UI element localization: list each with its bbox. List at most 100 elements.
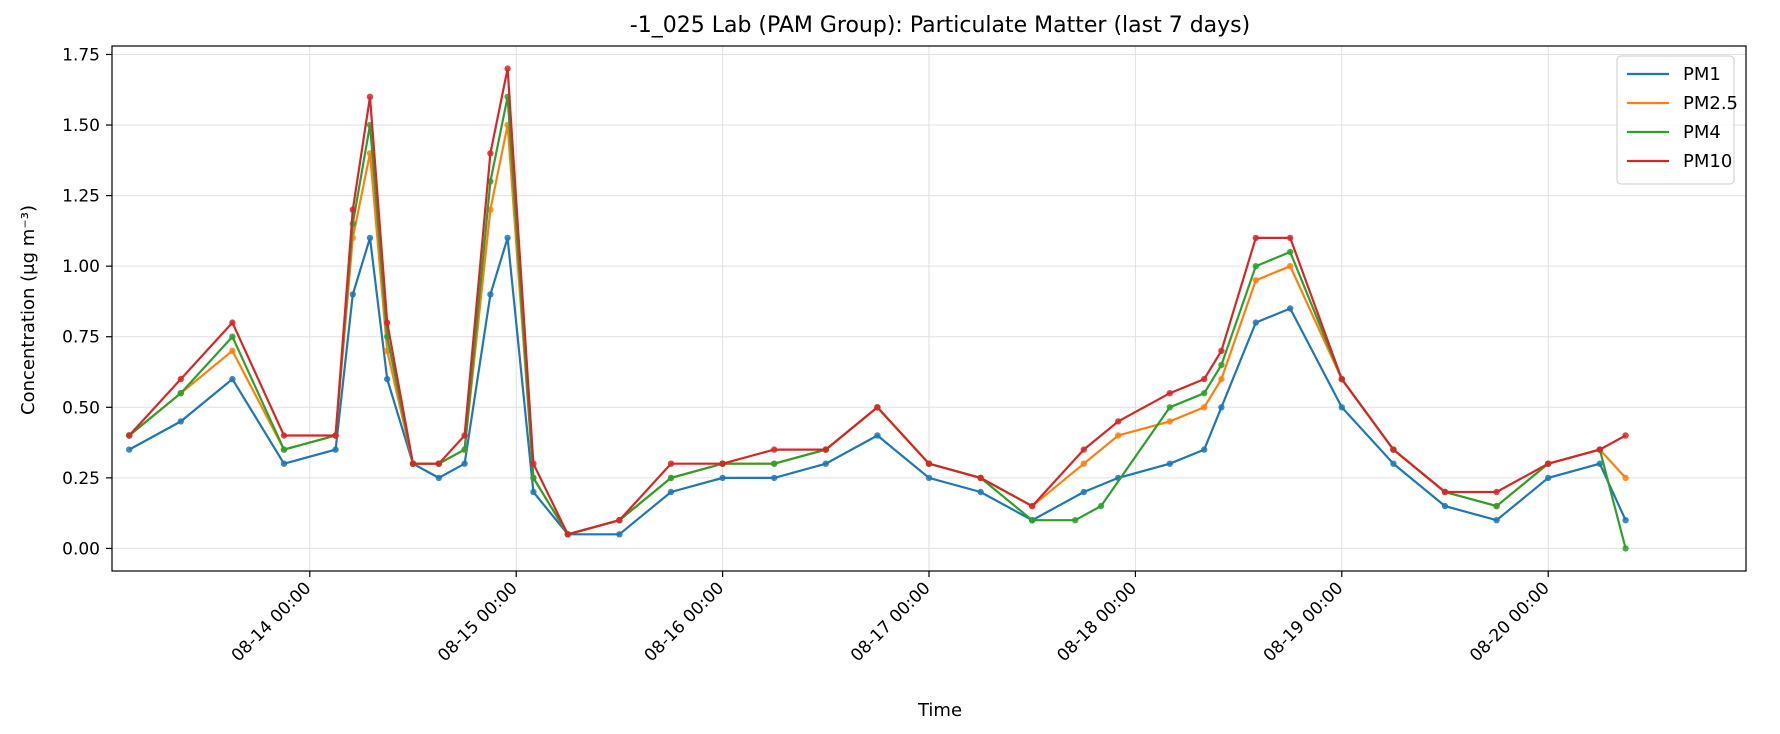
legend-label: PM4 [1683,122,1721,143]
series-layer [126,65,1629,552]
data-point [1029,517,1036,524]
data-point [1252,277,1260,284]
data-point [1287,263,1294,270]
data-point [1080,446,1088,453]
data-point [1622,517,1629,524]
x-axis-label: Time [917,700,962,721]
data-point [1596,460,1604,467]
data-point [1622,474,1629,482]
legend-label: PM10 [1683,151,1732,172]
data-point [126,446,133,453]
data-point [771,460,778,467]
data-point [616,517,623,524]
data-point [1493,517,1500,524]
legend-item: PM10 [1627,151,1732,172]
data-point [874,404,881,411]
data-point [1115,432,1122,439]
data-point [1166,460,1174,467]
data-point [1166,390,1174,397]
legend-item: PM4 [1627,122,1721,143]
data-point [177,418,184,425]
data-point [1072,517,1079,524]
data-point [1218,375,1225,383]
data-point [366,234,374,242]
data-point [530,474,537,482]
data-point [977,474,984,482]
data-point [822,446,829,453]
data-point [771,474,778,482]
data-point [280,432,288,439]
data-point [435,474,442,482]
data-point [667,460,675,467]
data-point [1545,474,1552,482]
data-point [177,390,184,397]
data-point [1029,502,1036,510]
data-point [771,446,778,453]
data-point [1338,404,1346,411]
data-point [667,474,675,482]
series-pm10 [126,65,1629,538]
legend: PM1 PM2.5 PM4 PM10 [1616,55,1738,185]
data-point [1218,361,1225,369]
y-tick-label: 1.75 [62,45,100,65]
data-point [487,291,494,298]
data-point [229,375,236,383]
data-point [1201,446,1208,453]
data-point [280,446,288,453]
y-tick-label: 0.75 [62,328,100,348]
data-point [461,460,468,467]
data-point [1252,234,1260,242]
data-point [1252,263,1260,270]
data-point [1252,319,1260,326]
data-point [1441,488,1449,496]
data-point [366,93,374,101]
data-point [229,347,236,354]
data-point [719,474,726,482]
data-point [530,460,537,467]
data-point [530,488,537,496]
y-tick-label: 0.50 [62,398,100,418]
data-point [349,206,356,213]
data-point [1218,404,1225,411]
data-point [1115,418,1122,425]
data-point [177,375,184,383]
chart-title: -1_025 Lab (PAM Group): Particulate Matt… [630,13,1250,38]
data-point [1493,488,1500,496]
data-point [1287,248,1294,256]
data-point [822,460,829,467]
data-point [349,291,356,298]
y-axis-label: Concentration (μg m⁻³) [18,205,39,415]
data-point [1218,347,1225,354]
data-point [461,432,468,439]
y-tick-label: 1.00 [62,257,100,277]
legend-label: PM1 [1683,64,1721,85]
y-tick-label: 1.50 [62,116,100,136]
data-point [332,446,339,453]
data-point [384,319,391,326]
data-point [719,460,726,467]
data-point [1166,404,1174,411]
data-point [1166,418,1174,425]
data-point [1287,305,1294,312]
data-point [229,333,236,340]
y-tick-label: 0.00 [62,539,100,559]
data-point [564,531,571,538]
data-point [667,488,675,496]
data-point [925,474,933,482]
data-point [1097,502,1105,510]
data-point [229,319,236,326]
legend-item: PM1 [1627,64,1721,85]
data-point [874,432,881,439]
data-point [1441,502,1449,510]
y-axis: 0.00 0.25 0.50 0.75 1.00 1.25 1.50 1.75 [62,45,112,559]
data-point [1287,234,1294,242]
y-tick-label: 1.25 [62,187,100,207]
data-point [487,150,494,157]
data-point [616,531,623,538]
data-point [1493,502,1500,510]
data-point [1545,460,1552,467]
data-point [1080,488,1088,496]
legend-item: PM2.5 [1627,93,1738,114]
data-point [1201,390,1208,397]
